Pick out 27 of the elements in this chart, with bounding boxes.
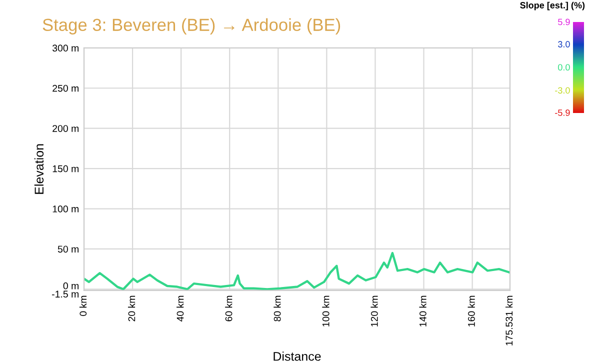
y-tick-label: 50 m <box>58 246 78 253</box>
x-tick-label: 175.531 km <box>505 296 513 346</box>
color-bar-label: 0.0 <box>558 64 570 71</box>
color-bar-label: -5.9 <box>555 109 570 116</box>
y-tick-label: 100 m <box>52 206 78 212</box>
x-tick-label: 100 km <box>322 296 330 326</box>
x-axis-title: Distance <box>274 352 321 361</box>
x-tick-label: 40 km <box>176 296 184 322</box>
x-tick-label: 160 km <box>468 296 475 326</box>
chart-title: Stage 3: Beveren (BE) → Ardooie (BE) <box>42 18 340 34</box>
x-tick-label: 0 km <box>79 296 87 316</box>
y-tick-label: -1.5 m <box>52 290 78 298</box>
y-axis-title: Elevation <box>34 144 44 194</box>
y-tick-label: 0 m <box>63 282 78 290</box>
color-bar-label: 5.9 <box>558 18 570 26</box>
x-tick-label: 20 km <box>128 296 136 322</box>
color-bar-label: 3.0 <box>558 41 570 48</box>
y-tick-label: 250 m <box>52 84 78 92</box>
color-bar-title: Slope [est.] (%) <box>520 2 585 10</box>
y-tick-label: 150 m <box>52 165 78 172</box>
y-tick-label: 200 m <box>52 125 78 132</box>
y-tick-label: 300 m <box>52 44 78 52</box>
color-bar-label: -3.0 <box>555 87 570 94</box>
x-tick-label: 60 km <box>225 296 232 322</box>
x-tick-label: 140 km <box>419 296 426 326</box>
x-tick-label: 80 km <box>274 296 281 322</box>
x-tick-label: 120 km <box>370 296 378 326</box>
